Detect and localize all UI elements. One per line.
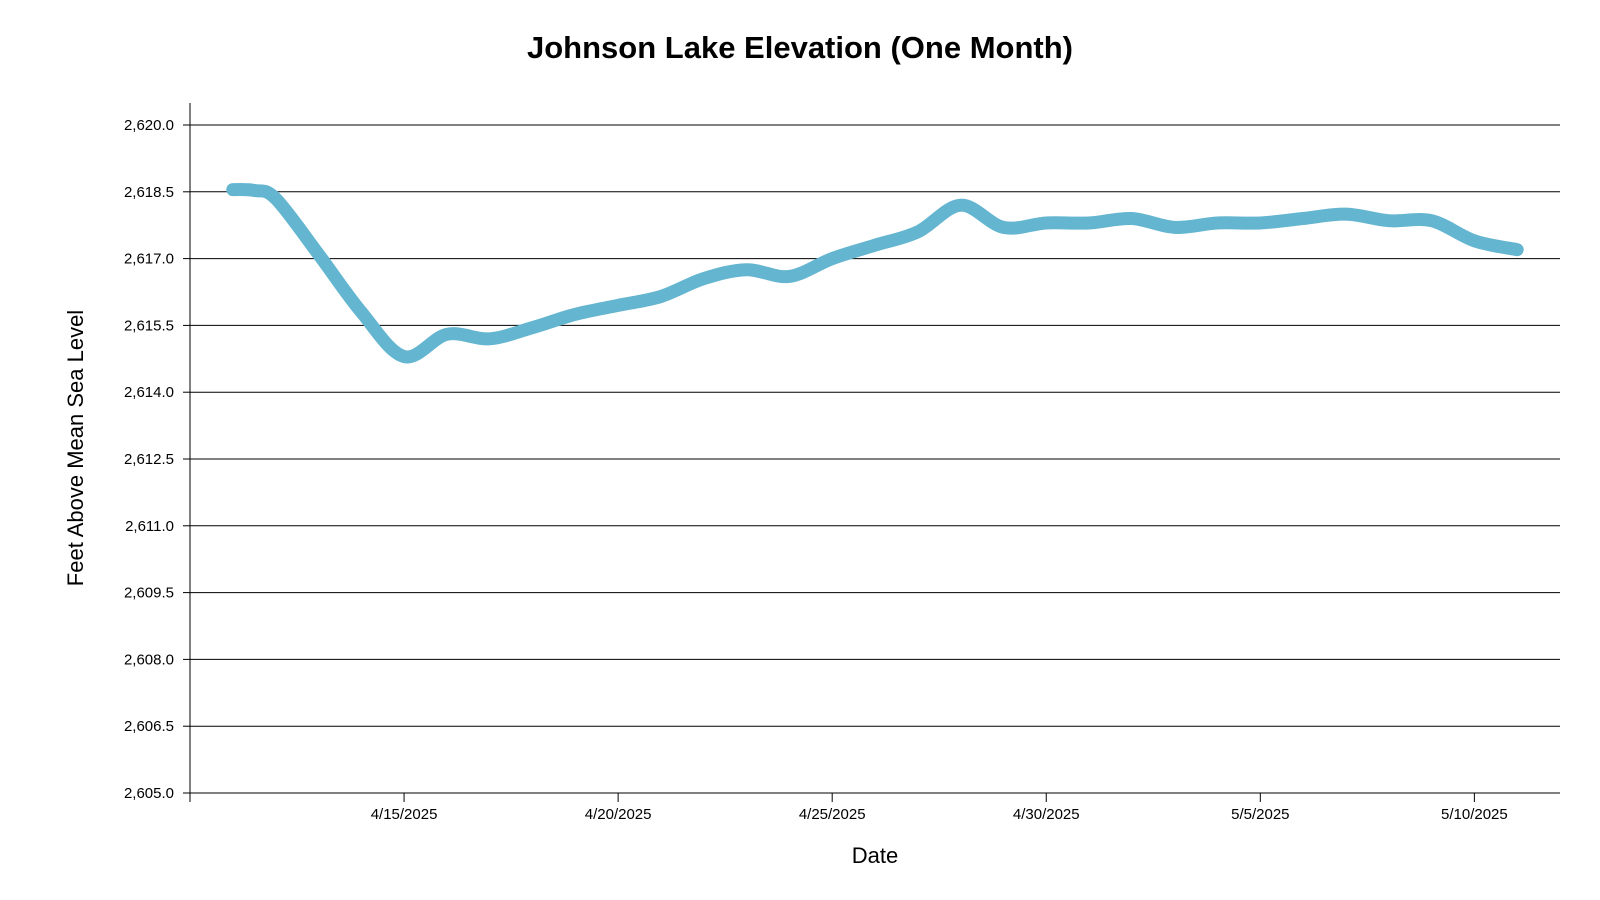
data-point — [660, 295, 662, 297]
y-tick-label: 2,611.0 — [125, 518, 174, 535]
data-point — [489, 338, 491, 340]
y-tick-label: 2,615.5 — [124, 317, 174, 334]
data-point — [446, 333, 448, 335]
x-tick-label: 4/15/2025 — [371, 806, 438, 823]
data-point — [1516, 249, 1518, 251]
data-point — [746, 269, 748, 271]
y-tick-label: 2,620.0 — [124, 117, 174, 134]
grid-lines — [190, 124, 1560, 727]
data-point — [788, 275, 790, 277]
y-tick-label: 2,606.5 — [124, 718, 174, 735]
data-point — [360, 311, 362, 313]
data-point — [917, 231, 919, 233]
data-point — [232, 189, 234, 191]
series-line — [226, 183, 1524, 364]
data-point — [1431, 220, 1433, 222]
data-point — [1217, 222, 1218, 224]
data-point — [1302, 218, 1304, 220]
y-tick-label: 2,617.0 — [124, 251, 174, 268]
x-tick-label: 5/10/2025 — [1441, 806, 1508, 823]
axes — [189, 103, 1560, 794]
y-tick-label: 2,605.0 — [124, 785, 174, 802]
x-tick-label: 4/25/2025 — [799, 806, 866, 823]
data-point — [874, 244, 876, 246]
data-point — [703, 278, 705, 280]
y-axis-title: Feet Above Mean Sea Level — [63, 309, 88, 587]
data-point — [1131, 218, 1133, 220]
series-layer — [226, 183, 1524, 364]
x-tick-label: 4/30/2025 — [1013, 806, 1080, 823]
data-point — [1345, 213, 1347, 215]
y-tick-label: 2,608.0 — [124, 651, 174, 668]
x-axis-title: Date — [851, 843, 899, 868]
x-tick-label: 5/5/2025 — [1231, 806, 1289, 823]
data-point — [1174, 226, 1176, 228]
data-point — [1259, 222, 1261, 224]
data-point — [532, 327, 533, 329]
y-tick-label: 2,614.0 — [124, 384, 174, 401]
data-point — [617, 304, 619, 306]
data-point — [275, 197, 277, 199]
data-point — [317, 253, 319, 255]
y-tick-label: 2,609.5 — [124, 585, 174, 602]
data-point — [960, 204, 962, 206]
data-point — [1388, 220, 1390, 222]
y-ticks: 2,605.0 2,606.5 2,608.0 2,609.5 2,611.0 2,612… — [124, 117, 190, 802]
data-point — [574, 313, 576, 315]
data-point — [403, 356, 405, 358]
x-tick-label: 4/20/2025 — [585, 806, 652, 823]
y-tick-label: 2,618.5 — [124, 184, 174, 201]
data-point — [831, 258, 833, 260]
data-point — [1045, 222, 1047, 224]
y-tick-label: 2,612.5 — [124, 451, 174, 468]
data-point — [253, 189, 255, 191]
data-point — [1088, 222, 1090, 224]
data-point — [1473, 240, 1475, 242]
data-point — [1002, 226, 1004, 228]
x-ticks: 4/15/2025 4/20/2025 4/25/2025 4/30/2025 5/5/… — [189, 793, 1508, 823]
chart-title: Johnson Lake Elevation (One Month) — [527, 30, 1073, 65]
